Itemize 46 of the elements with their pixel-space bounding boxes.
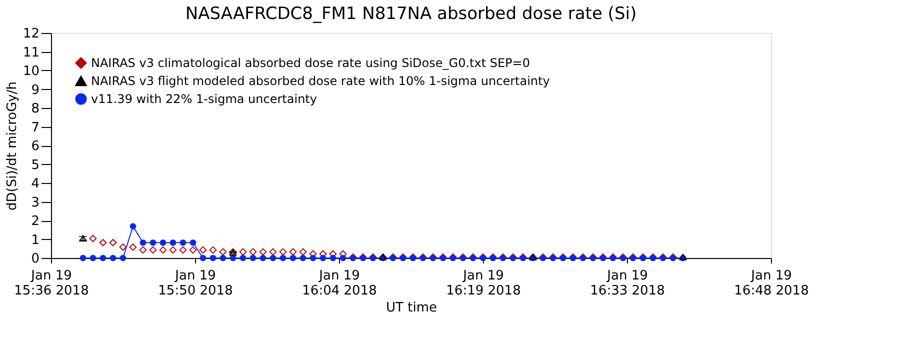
y-tick-label: 4 [31, 176, 40, 192]
point [249, 248, 257, 256]
legend-label: v11.39 with 22% 1-sigma uncertainty [91, 92, 317, 106]
point [219, 248, 227, 256]
y-tick-label: 10 [22, 64, 40, 79]
point [139, 246, 147, 254]
point [129, 243, 137, 251]
y-tick-label: 6 [31, 139, 40, 154]
point [109, 238, 117, 246]
y-tick-label: 7 [31, 120, 40, 136]
y-tick-label: 11 [22, 45, 40, 60]
x-tick-label: Jan 19 15:50 2018 [158, 268, 233, 298]
point [149, 246, 157, 254]
point [89, 234, 97, 242]
y-tick-label: 8 [31, 102, 40, 116]
y-tick-label: 9 [31, 82, 40, 98]
y-axis-title: dD(Si)/dt microGy/h [4, 82, 20, 210]
point [289, 248, 297, 256]
point [119, 243, 127, 251]
x-tick-label: Jan 19 16:19 2018 [446, 268, 521, 298]
point [279, 248, 287, 256]
y-tick-label: 12 [22, 26, 40, 42]
point [269, 248, 277, 256]
x-tick-label: Jan 19 16:48 2018 [734, 268, 809, 298]
y-tick-label: 2 [31, 214, 40, 229]
point [299, 248, 307, 256]
point [259, 248, 267, 256]
point [159, 246, 167, 254]
point [199, 246, 207, 254]
x-tick-label: Jan 19 16:33 2018 [590, 268, 665, 298]
x-tick-label: Jan 19 15:36 2018 [14, 268, 89, 298]
y-tick-label: 3 [31, 195, 40, 210]
chart-title: NASAAFRCDC8_FM1 N817NA absorbed dose rate (Si) [185, 4, 637, 24]
legend-label: NAIRAS v3 climatological absorbed dose rate using SiDose_G0.txt SEP=0 [91, 56, 530, 70]
y-tick-label: 5 [31, 158, 40, 173]
point [239, 248, 247, 256]
x-axis-title: UT time [386, 300, 437, 316]
point [179, 246, 187, 254]
legend-label: NAIRAS v3 flight modeled absorbed dose rate with 10% 1-sigma uncertainty [91, 74, 550, 88]
point [99, 238, 107, 246]
point [189, 246, 197, 254]
point [209, 246, 217, 254]
y-tick-label: 1 [31, 232, 40, 248]
x-tick-label: Jan 19 16:04 2018 [302, 268, 377, 298]
point [169, 246, 177, 254]
y-tick-label: 0 [31, 252, 40, 266]
